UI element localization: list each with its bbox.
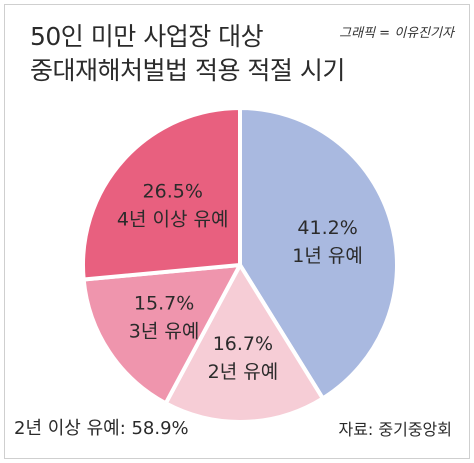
summary-note: 2년 이상 유예: 58.9%: [14, 418, 189, 439]
slice-value-label-1: 41.2%: [297, 217, 357, 239]
chart-title-line1: 50인 미만 사업장 대상: [30, 22, 264, 51]
slice-category-label-1: 1년 유예: [292, 245, 363, 267]
pie-slice-3: [81, 263, 242, 406]
slice-value-label-3: 15.7%: [134, 292, 194, 314]
source-credit: 자료: 중기중앙회: [338, 420, 452, 439]
pie-slice-4: [81, 106, 242, 282]
chart-title: 50인 미만 사업장 대상 중대재해처벌법 적용 적절 시기: [30, 20, 345, 88]
graphic-credit: 그래픽 = 이유진기자: [339, 26, 454, 41]
slice-value-label-2: 16.7%: [213, 333, 273, 355]
slice-category-label-2: 2년 유예: [208, 361, 279, 383]
pie-slice-2: [163, 263, 325, 424]
slice-category-label-3: 3년 유예: [129, 320, 200, 342]
slice-value-label-4: 26.5%: [143, 181, 203, 203]
chart-title-line2: 중대재해처벌법 적용 적절 시기: [30, 56, 345, 85]
slice-category-label-4: 4년 이상 유예: [117, 209, 229, 231]
